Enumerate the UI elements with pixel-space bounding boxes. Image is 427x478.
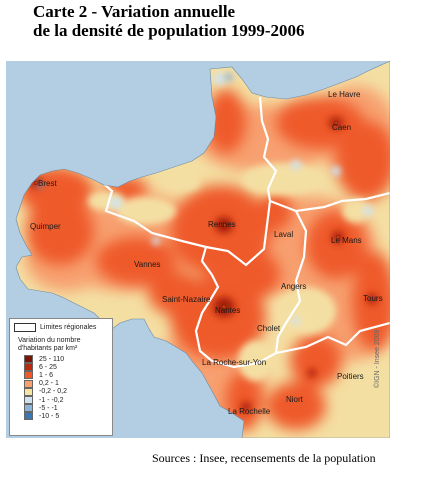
choropleth-map: Le Havre Caen Brest Quimper Rennes Laval… xyxy=(6,61,390,438)
city-label-vannes: Vannes xyxy=(134,260,161,269)
map-title-line1: Carte 2 - Variation annuelle xyxy=(33,2,236,21)
city-label-rennes: Rennes xyxy=(208,220,236,229)
legend-class-label: -5 - -1 xyxy=(39,404,58,412)
city-label-laval: Laval xyxy=(274,230,293,239)
legend-class-row: 1 - 6 xyxy=(24,371,112,380)
city-label-angers: Angers xyxy=(281,282,306,291)
city-label-le-mans: Le Mans xyxy=(331,236,362,245)
city-label-nantes: Nantes xyxy=(215,306,240,315)
legend-swatch xyxy=(24,412,33,421)
city-label-la-rochelle: La Rochelle xyxy=(228,407,271,416)
legend-class-row: -5 - -1 xyxy=(24,404,112,413)
legend-swatch xyxy=(24,371,33,380)
legend-class-label: 6 - 25 xyxy=(39,363,57,371)
legend-classes: 25 - 110 6 - 25 1 - 6 0,2 - 1 -0,2 - 0,2 -1 -… xyxy=(10,355,112,421)
city-label-poitiers: Poitiers xyxy=(337,372,364,381)
sources-note: Sources : Insee, recensements de la popu… xyxy=(152,451,376,465)
city-markers xyxy=(33,120,341,310)
legend-boundary-entry: Limites régionales xyxy=(14,323,112,332)
city-label-caen: Caen xyxy=(332,123,351,132)
legend-class-label: 25 - 110 xyxy=(39,355,65,363)
legend-boundary-label: Limites régionales xyxy=(40,324,97,331)
legend-class-row: 6 - 25 xyxy=(24,363,112,372)
legend-class-row: 25 - 110 xyxy=(24,355,112,364)
legend-class-label: 0,2 - 1 xyxy=(39,380,59,388)
boundary-swatch xyxy=(14,323,36,332)
city-label-brest: Brest xyxy=(38,179,57,188)
legend-swatch xyxy=(24,404,33,413)
regional-boundaries xyxy=(97,96,390,369)
city-label-cholet: Cholet xyxy=(257,324,281,333)
legend-class-row: 0,2 - 1 xyxy=(24,379,112,388)
map-credit: ©IGN - Insee 2009 xyxy=(374,329,381,388)
legend-swatch xyxy=(24,379,33,388)
city-label-niort: Niort xyxy=(286,395,304,404)
legend-class-row: -10 - 5 xyxy=(24,412,112,421)
city-label-quimper: Quimper xyxy=(30,222,61,231)
map-svg: Le Havre Caen Brest Quimper Rennes Laval… xyxy=(15,61,390,438)
map-title-line2: de la densité de population 1999-2006 xyxy=(33,21,305,40)
map-legend: Limites régionales Variation du nombre d… xyxy=(9,318,113,436)
legend-class-row: -0,2 - 0,2 xyxy=(24,387,112,396)
city-label-la-roche-sur-yon: La Roche-sur-Yon xyxy=(202,358,266,367)
legend-swatch xyxy=(24,387,33,396)
legend-class-label: -1 - -0,2 xyxy=(39,396,64,404)
map-title: Carte 2 - Variation annuelle de la densi… xyxy=(33,2,305,40)
legend-swatch xyxy=(24,363,33,372)
legend-class-row: -1 - -0,2 xyxy=(24,396,112,405)
legend-class-label: -10 - 5 xyxy=(39,412,60,420)
city-label-saint-nazaire: Saint-Nazaire xyxy=(162,295,211,304)
legend-class-label: 1 - 6 xyxy=(39,371,54,379)
legend-class-label: -0,2 - 0,2 xyxy=(39,388,68,396)
city-label-tours: Tours xyxy=(363,294,383,303)
legend-heading: Variation du nombre d'habitants par km² xyxy=(18,337,81,352)
legend-swatch xyxy=(24,396,33,405)
legend-swatch xyxy=(24,355,33,364)
city-label-le-havre: Le Havre xyxy=(328,90,361,99)
